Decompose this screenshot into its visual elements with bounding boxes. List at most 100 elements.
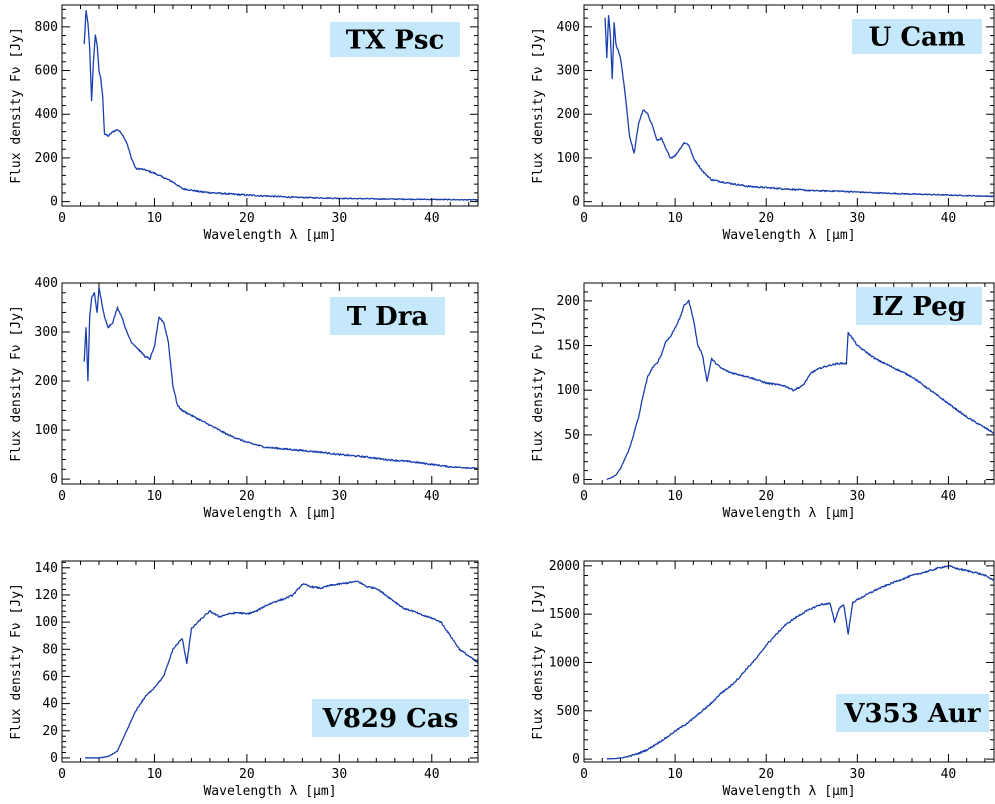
- x-tick-label: 40: [424, 767, 440, 782]
- y-tick-label: 1500: [549, 607, 580, 622]
- star-label-box: [312, 699, 469, 737]
- y-tick-label: 200: [35, 374, 58, 389]
- y-tick-label: 0: [50, 195, 58, 210]
- y-tick-label: 0: [572, 752, 580, 767]
- star-name-label: TX Psc: [346, 26, 445, 56]
- x-tick-label: 20: [758, 767, 774, 782]
- y-tick-label: 600: [35, 64, 58, 79]
- y-tick-label: 1000: [549, 655, 580, 670]
- y-tick-label: 200: [557, 294, 580, 309]
- star-label-box: [330, 22, 460, 57]
- y-tick-label: 100: [557, 151, 580, 166]
- x-tick-label: 10: [667, 489, 683, 504]
- x-tick-label: 20: [239, 489, 255, 504]
- x-tick-label: 30: [850, 767, 866, 782]
- x-tick-label: 10: [147, 211, 163, 226]
- x-axis-title: Wavelength λ [μm]: [722, 228, 855, 243]
- star-name-label: IZ Peg: [872, 292, 966, 322]
- plot-frame: [583, 282, 995, 485]
- x-tick-label: 30: [850, 489, 866, 504]
- y-tick-label: 50: [564, 428, 580, 443]
- y-tick-label: 60: [42, 669, 58, 684]
- spectrum-line: [606, 564, 995, 760]
- y-tick-label: 400: [557, 20, 580, 35]
- y-tick-label: 140: [35, 561, 58, 576]
- x-axis-title: Wavelength λ [μm]: [203, 506, 336, 521]
- y-tick-label: 100: [557, 383, 580, 398]
- x-tick-label: 30: [850, 211, 866, 226]
- star-label-box: [836, 694, 989, 732]
- y-tick-label: 300: [35, 325, 58, 340]
- y-tick-label: 200: [557, 107, 580, 122]
- x-tick-label: 40: [941, 489, 957, 504]
- x-tick-label: 0: [58, 211, 66, 226]
- y-tick-label: 100: [35, 423, 58, 438]
- x-tick-label: 40: [941, 767, 957, 782]
- x-axis-title: Wavelength λ [μm]: [203, 228, 336, 243]
- panel-5: 0 10 20 30 40 0 500 1000 1500 2000 Wavelength λ [μ…: [531, 559, 995, 799]
- y-axis-title: Flux density Fν [Jy]: [9, 583, 24, 740]
- star-label-box: [330, 297, 445, 335]
- star-name-label: U Cam: [869, 23, 966, 53]
- y-tick-label: 80: [42, 642, 58, 657]
- y-tick-label: 100: [35, 615, 58, 630]
- plot-frame: [583, 560, 995, 763]
- x-tick-label: 10: [667, 211, 683, 226]
- x-tick-label: 20: [758, 489, 774, 504]
- x-axis-title: Wavelength λ [μm]: [203, 784, 336, 799]
- plot-frame: [61, 282, 479, 485]
- y-tick-label: 300: [557, 64, 580, 79]
- x-tick-label: 20: [239, 767, 255, 782]
- y-axis-title: Flux density Fν [Jy]: [531, 583, 546, 740]
- x-tick-label: 40: [941, 211, 957, 226]
- panel-3: 0 10 20 30 40 0 50 100 150 200 Wavelength λ [μm] Fl…: [531, 282, 995, 521]
- y-tick-label: 400: [35, 276, 58, 291]
- star-name-label: T Dra: [347, 302, 429, 332]
- spectrum-line: [84, 580, 479, 759]
- x-tick-label: 0: [580, 489, 588, 504]
- y-tick-label: 0: [50, 751, 58, 766]
- y-tick-label: 500: [557, 704, 580, 719]
- y-axis-title: Flux density Fν [Jy]: [531, 305, 546, 462]
- spectrum-line: [604, 15, 995, 198]
- y-tick-label: 20: [42, 724, 58, 739]
- y-tick-label: 0: [572, 195, 580, 210]
- star-label-box: [852, 19, 982, 54]
- star-name-label: V353 Aur: [843, 699, 981, 729]
- x-tick-label: 10: [147, 489, 163, 504]
- spectrum-line: [606, 299, 995, 480]
- x-tick-label: 10: [667, 767, 683, 782]
- y-axis-title: Flux density Fν [Jy]: [531, 27, 546, 184]
- y-tick-label: 200: [35, 151, 58, 166]
- x-tick-label: 0: [580, 767, 588, 782]
- y-tick-label: 0: [50, 472, 58, 487]
- plot-frame: [61, 560, 479, 763]
- x-tick-label: 30: [332, 767, 348, 782]
- star-label-box: [856, 287, 982, 325]
- y-axis-title: Flux density Fν [Jy]: [9, 27, 24, 184]
- x-tick-label: 40: [424, 489, 440, 504]
- y-tick-label: 120: [35, 588, 58, 603]
- y-tick-label: 150: [557, 339, 580, 354]
- x-tick-label: 40: [424, 211, 440, 226]
- y-axis-title: Flux density Fν [Jy]: [9, 305, 24, 462]
- y-tick-label: 2000: [549, 559, 580, 574]
- x-tick-label: 10: [147, 767, 163, 782]
- y-tick-label: 400: [35, 107, 58, 122]
- x-tick-label: 30: [332, 211, 348, 226]
- y-tick-label: 800: [35, 20, 58, 35]
- x-tick-label: 0: [580, 211, 588, 226]
- spectrum-line: [83, 10, 479, 201]
- x-tick-label: 0: [58, 767, 66, 782]
- panel-4: 0 10 20 30 40 0 20 40 60 80 100 120 140 Wavelength λ …: [9, 560, 479, 799]
- y-tick-label: 0: [572, 473, 580, 488]
- spectrum-line: [83, 286, 479, 470]
- x-tick-label: 20: [239, 211, 255, 226]
- star-name-label: V829 Cas: [322, 704, 459, 734]
- x-axis-title: Wavelength λ [μm]: [722, 506, 855, 521]
